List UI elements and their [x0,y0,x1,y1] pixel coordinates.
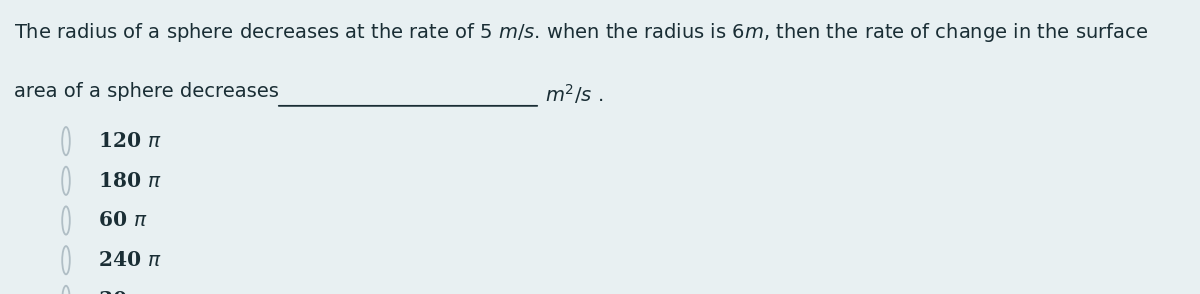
Text: area of a sphere decreases: area of a sphere decreases [14,82,286,101]
Text: 240 $\pi$: 240 $\pi$ [98,250,162,270]
Text: The radius of a sphere decreases at the rate of 5 $m/s$. when the radius is 6$m$: The radius of a sphere decreases at the … [14,21,1148,44]
Text: 60 $\pi$: 60 $\pi$ [98,211,148,230]
Text: 180 $\pi$: 180 $\pi$ [98,171,162,191]
Text: 120 $\pi$: 120 $\pi$ [98,131,162,151]
Text: 30 $\pi$: 30 $\pi$ [98,290,148,294]
Text: $m^2/s$ .: $m^2/s$ . [545,82,602,106]
